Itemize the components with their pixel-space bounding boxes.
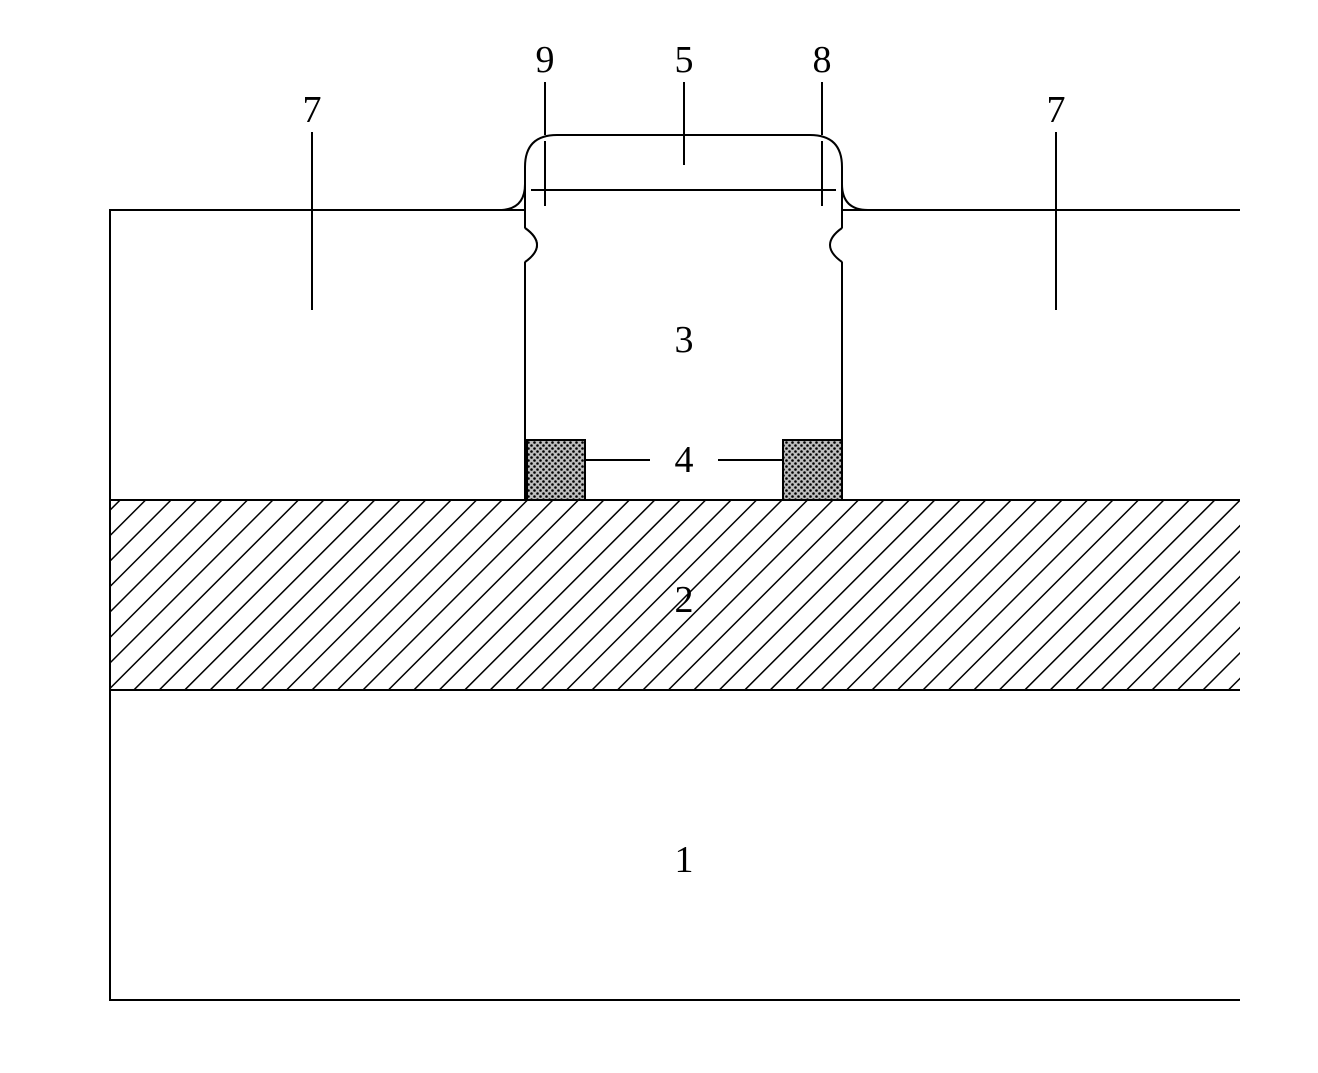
- label-2: 2: [675, 578, 694, 622]
- diagram-svg: [80, 30, 1240, 1040]
- label-7-left: 7: [303, 88, 322, 132]
- label-4: 4: [675, 438, 694, 482]
- label-3: 3: [675, 318, 694, 362]
- label-9: 9: [536, 38, 555, 82]
- label-1: 1: [675, 838, 694, 882]
- label-7-right: 7: [1047, 88, 1066, 132]
- label-8: 8: [813, 38, 832, 82]
- diagram-container: 9 5 8 7 7 3 4 2 1: [80, 30, 1240, 1040]
- label-5: 5: [675, 38, 694, 82]
